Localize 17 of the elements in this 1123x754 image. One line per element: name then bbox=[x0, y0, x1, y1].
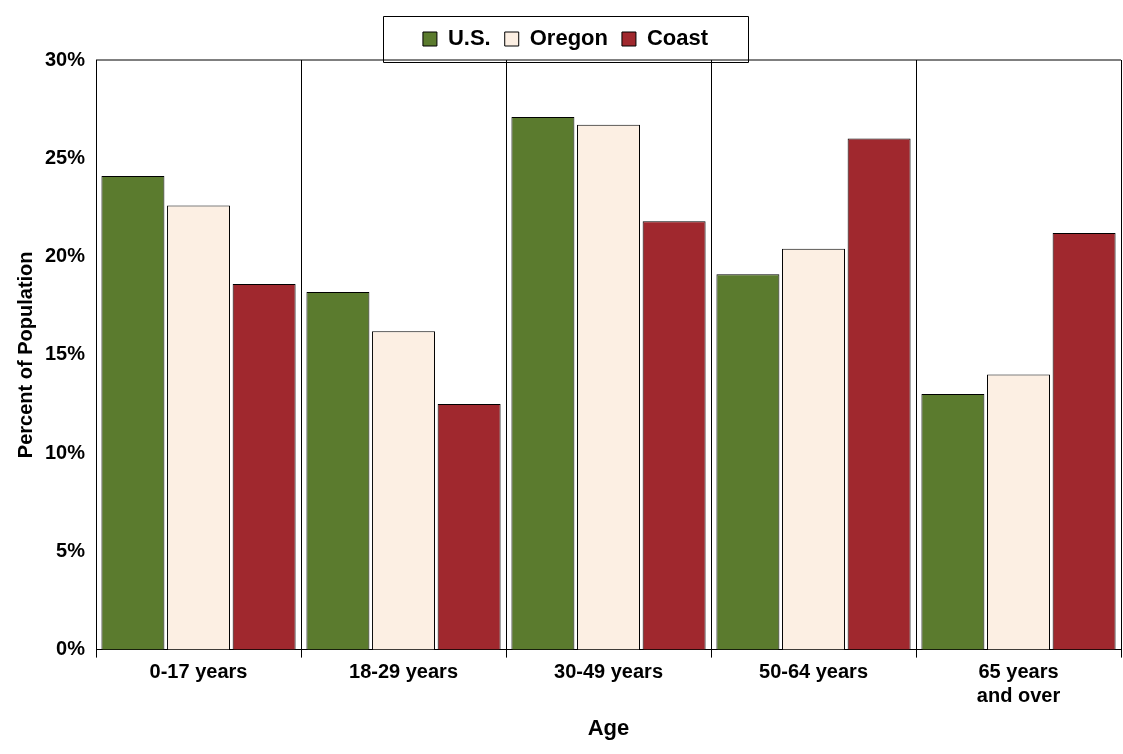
y-tick-label: 25% bbox=[45, 145, 86, 168]
x-tick-label: 18-29 years bbox=[349, 660, 459, 683]
y-tick-label: 0% bbox=[56, 637, 86, 660]
y-tick-label: 20% bbox=[45, 244, 86, 267]
legend-label: Coast bbox=[646, 25, 709, 51]
x-tick-label: 65 years and over bbox=[976, 660, 1061, 707]
legend-label: Oregon bbox=[529, 25, 608, 51]
x-axis-title: Age bbox=[587, 714, 630, 740]
y-tick-label: 10% bbox=[45, 440, 86, 463]
y-tick-label: 30% bbox=[45, 47, 86, 70]
y-axis-title: Percent of Population bbox=[13, 251, 36, 459]
x-tick-label: 30-49 years bbox=[554, 660, 664, 683]
y-tick-label: 5% bbox=[56, 538, 86, 561]
x-tick-label: 0-17 years bbox=[149, 660, 248, 683]
y-tick-label: 15% bbox=[45, 342, 86, 365]
legend-label: U.S. bbox=[447, 25, 491, 51]
x-tick-label: 50-64 years bbox=[759, 660, 868, 683]
